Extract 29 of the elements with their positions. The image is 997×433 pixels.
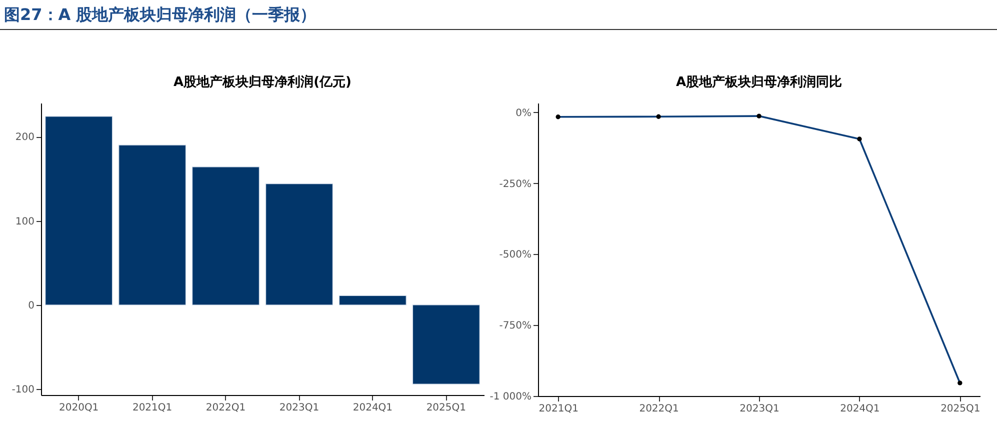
bar [338,295,406,306]
x-tick-label: 2023Q1 [279,402,320,414]
x-tick-label: 2022Q1 [639,404,679,414]
x-tick-label: 2023Q1 [740,404,780,414]
y-tick-label: -100 [12,384,34,396]
x-tick-label: 2022Q1 [206,402,246,414]
chart-title: A股地产板块归母净利润同比 [676,74,842,90]
y-tick-label: -1 000% [490,392,532,402]
y-tick-label: 200 [15,132,34,144]
y-tick-label: 0% [516,108,532,119]
bar [118,144,186,306]
text: 图27：A 股地产板块归母净利润（一季报） [0,0,997,30]
y-tick-label: 100 [15,216,34,228]
x-tick-label: 2024Q1 [352,402,393,414]
x-tick-label: 2021Q1 [132,402,172,414]
y-tick-label: 0 [28,300,34,312]
y-tick-label: -750% [499,320,532,332]
bar [266,183,333,306]
bar [45,116,113,306]
x-tick-label: 2020Q1 [58,402,99,414]
x-tick-label: 2025Q1 [426,402,466,414]
x-tick-label: 2024Q1 [840,404,880,414]
y-tick-label: -250% [499,178,532,190]
chart-title: A股地产板块归母净利润(亿元) [174,74,352,90]
bar [412,304,480,384]
x-tick-label: 2021Q1 [538,404,578,414]
bar [192,166,260,306]
x-tick-label: 2025Q1 [940,404,980,414]
y-tick-label: -500% [499,250,532,261]
